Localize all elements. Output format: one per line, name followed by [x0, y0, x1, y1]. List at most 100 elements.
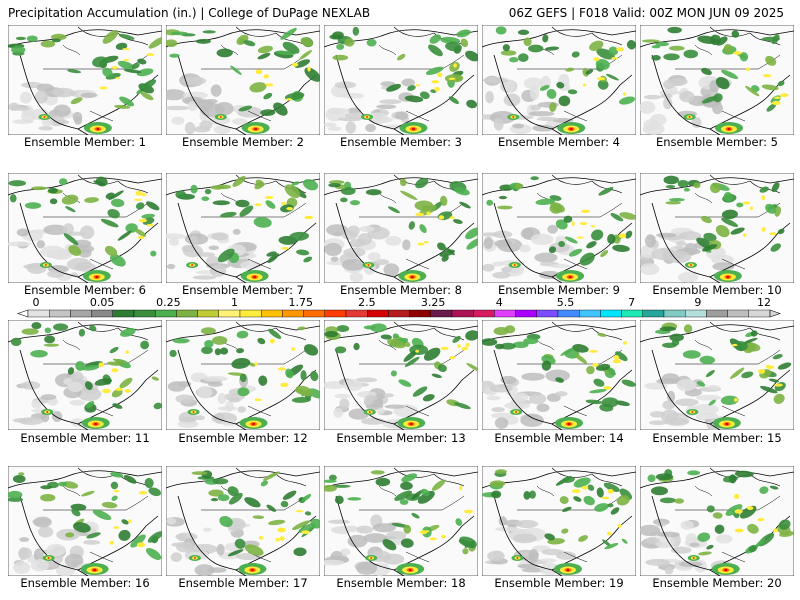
scale-swatch — [345, 309, 368, 318]
scale-tick-label: 12 — [757, 296, 771, 309]
color-scale-bar: 0 0.05 0.25 1 1.75 2.5 3.25 4 5.5 7 9 12 — [17, 296, 781, 318]
precipitation-map — [482, 466, 636, 576]
scale-swatch — [494, 309, 516, 318]
scale-arrow-right — [769, 309, 781, 318]
member-label: Ensemble Member: 5 — [656, 135, 778, 149]
member-label: Ensemble Member: 2 — [182, 135, 304, 149]
scale-swatch — [218, 309, 241, 318]
precipitation-map — [640, 25, 794, 135]
precipitation-map — [166, 466, 320, 576]
scale-tick-label: 9 — [694, 296, 701, 309]
scale-swatch — [600, 309, 622, 318]
scale-tick-label: 0 — [33, 296, 40, 309]
member-map-panel — [324, 466, 478, 576]
run-valid-time: 06Z GEFS | F018 Valid: 00Z MON JUN 09 20… — [508, 6, 784, 20]
scale-swatch — [154, 309, 177, 318]
scale-swatch — [451, 309, 474, 318]
scale-swatch — [536, 309, 559, 318]
scale-swatch — [663, 309, 686, 318]
scale-swatch — [579, 309, 601, 318]
precipitation-map — [8, 320, 162, 430]
member-map-panel — [640, 466, 794, 576]
precipitation-map — [166, 320, 320, 430]
precipitation-map — [324, 173, 478, 283]
member-map-panel — [482, 25, 636, 135]
member-map-panel — [640, 25, 794, 135]
member-label: Ensemble Member: 9 — [498, 283, 620, 297]
scale-swatch — [112, 309, 135, 318]
scale-swatch — [642, 309, 665, 318]
member-label: Ensemble Member: 8 — [340, 283, 462, 297]
scale-swatch — [282, 309, 304, 318]
member-label: Ensemble Member: 17 — [178, 576, 308, 590]
scale-swatch — [27, 309, 50, 318]
scale-tick-label: 1 — [231, 296, 238, 309]
scale-tick-label: 3.25 — [421, 296, 446, 309]
precipitation-map — [482, 320, 636, 430]
precipitation-map — [482, 173, 636, 283]
scale-swatch — [473, 309, 495, 318]
scale-swatch — [706, 309, 728, 318]
scale-swatch — [557, 309, 580, 318]
member-label: Ensemble Member: 1 — [24, 135, 146, 149]
member-label: Ensemble Member: 19 — [494, 576, 624, 590]
scale-swatch — [515, 309, 537, 318]
member-map-panel — [8, 320, 162, 430]
scale-swatch — [727, 309, 749, 318]
scale-tick-label: 5.5 — [557, 296, 575, 309]
precipitation-map — [8, 25, 162, 135]
member-label: Ensemble Member: 11 — [20, 431, 150, 445]
scale-swatch — [685, 309, 707, 318]
member-map-panel — [482, 320, 636, 430]
scale-swatch — [176, 309, 198, 318]
scale-swatch — [133, 309, 156, 318]
member-map-panel — [166, 25, 320, 135]
member-map-panel — [482, 173, 636, 283]
scale-tick-label: 4 — [496, 296, 503, 309]
precipitation-map — [166, 173, 320, 283]
member-label: Ensemble Member: 18 — [336, 576, 466, 590]
member-label: Ensemble Member: 4 — [498, 135, 620, 149]
scale-swatch — [367, 309, 389, 318]
scale-swatch — [49, 309, 71, 318]
member-map-panel — [8, 466, 162, 576]
member-map-panel — [482, 466, 636, 576]
scale-tick-label: 7 — [628, 296, 635, 309]
scale-swatch — [303, 309, 326, 318]
member-map-panel — [166, 466, 320, 576]
member-map-panel — [324, 320, 478, 430]
member-map-panel — [324, 25, 478, 135]
precipitation-map — [482, 25, 636, 135]
precipitation-map — [324, 466, 478, 576]
member-map-panel — [324, 173, 478, 283]
member-label: Ensemble Member: 10 — [652, 283, 782, 297]
scale-swatch — [388, 309, 410, 318]
scale-swatch — [239, 309, 262, 318]
scale-swatch — [409, 309, 432, 318]
member-map-panel — [8, 173, 162, 283]
member-label: Ensemble Member: 15 — [652, 431, 782, 445]
precipitation-map — [166, 25, 320, 135]
member-map-panel — [8, 25, 162, 135]
chart-title: Precipitation Accumulation (in.) | Colle… — [8, 6, 371, 20]
member-label: Ensemble Member: 12 — [178, 431, 308, 445]
precipitation-map — [640, 466, 794, 576]
precipitation-map — [8, 173, 162, 283]
member-map-panel — [166, 320, 320, 430]
precipitation-map — [8, 466, 162, 576]
scale-swatch — [91, 309, 113, 318]
scale-tick-label: 0.05 — [90, 296, 115, 309]
scale-tick-label: 0.25 — [156, 296, 181, 309]
precipitation-map — [324, 25, 478, 135]
precipitation-map — [640, 320, 794, 430]
scale-swatch — [748, 309, 771, 318]
member-label: Ensemble Member: 20 — [652, 576, 782, 590]
scale-swatch — [324, 309, 347, 318]
member-map-panel — [640, 173, 794, 283]
precipitation-map — [640, 173, 794, 283]
scale-tick-label: 1.75 — [288, 296, 313, 309]
member-label: Ensemble Member: 3 — [340, 135, 462, 149]
scale-arrow-left — [17, 309, 29, 318]
scale-tick-label: 2.5 — [358, 296, 376, 309]
precipitation-map — [324, 320, 478, 430]
